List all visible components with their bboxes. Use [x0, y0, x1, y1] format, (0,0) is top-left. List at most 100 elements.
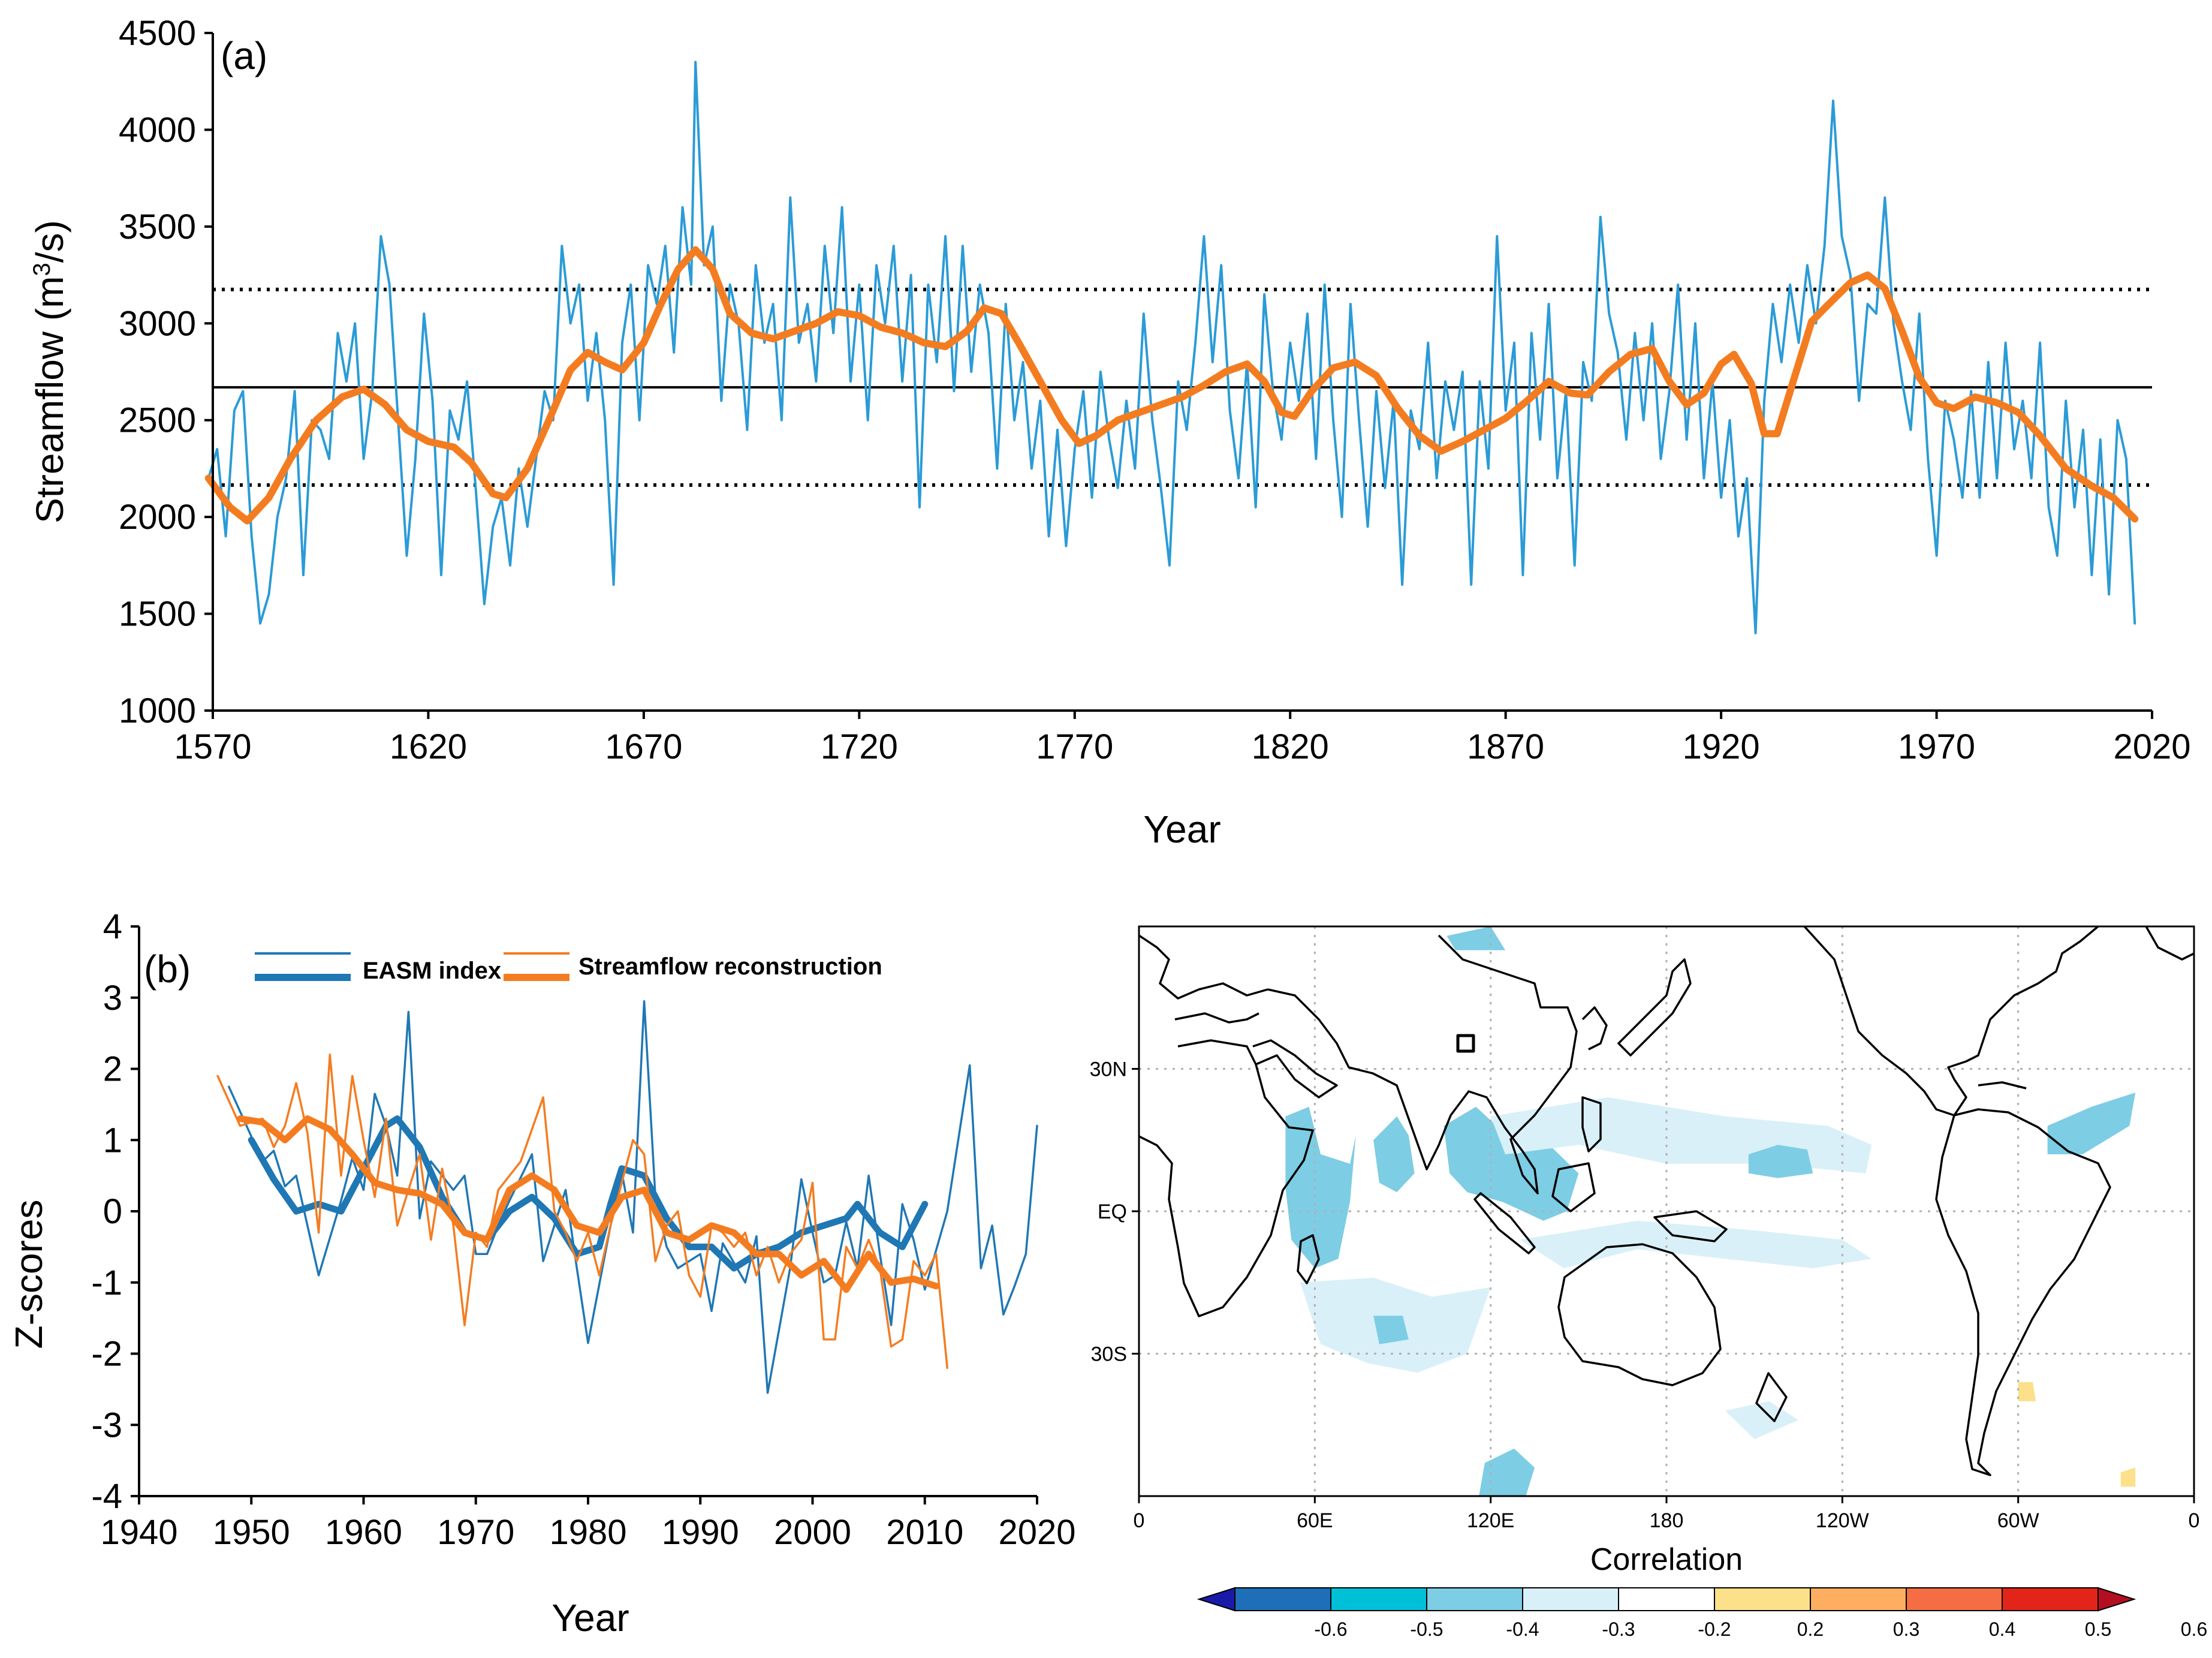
- y-tick-label: 2000: [119, 498, 196, 537]
- colorbar-label: 0.3: [1893, 1618, 1919, 1640]
- y-tick-label: 2500: [119, 401, 196, 440]
- colorbar-box: [1714, 1587, 1811, 1611]
- correlation-region: [1373, 1116, 1415, 1193]
- colorbar-box: [1426, 1587, 1523, 1611]
- colorbar-high-arrow: [2098, 1587, 2136, 1612]
- x-tick-label: 1870: [1467, 727, 1544, 766]
- europe-outline: [1139, 934, 1268, 1000]
- colorbar-box: [1906, 1587, 2003, 1611]
- correlation-region: [2047, 1093, 2136, 1154]
- y-tick-label: -2: [91, 1335, 122, 1374]
- y-tick-label: 3: [103, 979, 122, 1018]
- x-tick-label: 2020: [998, 1513, 1075, 1552]
- borneo-outline: [1551, 1162, 1596, 1212]
- y-tick-label: 4000: [119, 110, 196, 149]
- y-tick-label: -1: [91, 1263, 122, 1302]
- legend-easm-label: EASM index: [363, 958, 501, 984]
- x-tick-label: 1980: [549, 1513, 626, 1552]
- x-tick-label: 1920: [1683, 727, 1760, 766]
- colorbar: -0.6 -0.5 -0.4 -0.3 -0.2 0.2 0.3 0.4 0.5 0.6: [1197, 1587, 2207, 1640]
- asia-outline: [1267, 934, 1578, 1194]
- lat-tick-label: 30N: [1090, 1058, 1127, 1081]
- panel-a-label: (a): [221, 34, 267, 77]
- easm-smoothed-series: [248, 1115, 929, 1272]
- y-tick-label: 4500: [119, 14, 196, 53]
- x-tick-label: 2000: [774, 1513, 851, 1552]
- mediterranean-north: [1174, 1012, 1259, 1024]
- x-tick-label: 2010: [886, 1513, 963, 1552]
- lon-tick-label: 60W: [1997, 1509, 2039, 1532]
- colorbar-box: [1810, 1587, 1907, 1611]
- x-tick-label: 1720: [821, 727, 898, 766]
- colorbar-label: 0.2: [1797, 1618, 1824, 1640]
- colorbar-label: -0.6: [1314, 1618, 1347, 1640]
- lat-tick-label: 30S: [1091, 1343, 1128, 1366]
- colorbar-label: -0.2: [1698, 1618, 1731, 1640]
- lon-tick-label: 120E: [1467, 1509, 1514, 1532]
- lon-tick-label: 180: [1650, 1509, 1684, 1532]
- y-tick-label: 1: [103, 1121, 122, 1160]
- streamflow-smoothed-series: [204, 246, 2139, 525]
- correlation-region: [1748, 1145, 1813, 1178]
- lon-tick-label: 120W: [1816, 1509, 1869, 1532]
- correlation-region: [1443, 1106, 1579, 1221]
- x-tick-label: 1950: [213, 1513, 290, 1552]
- correlation-region: [1520, 1220, 1872, 1268]
- x-tick-label: 1970: [437, 1513, 514, 1552]
- x-tick-label: 1670: [605, 727, 682, 766]
- madagascar-outline: [1297, 1234, 1320, 1284]
- greenland-outline: [2145, 926, 2194, 961]
- x-tick-label: 1940: [100, 1513, 177, 1552]
- colorbar-label: 0.4: [1989, 1618, 2015, 1640]
- panel-b: 1940 1950 1960 1970 1980 1990 2000 2010 2020 -4 -3…: [7, 907, 1076, 1639]
- panel-a-y-axis-label: Streamflow (m3/s): [28, 220, 71, 523]
- correlation-region: [1373, 1316, 1409, 1344]
- x-tick-label: 1990: [662, 1513, 739, 1552]
- south-america-outline: [1935, 1108, 2111, 1476]
- y-tick-label: 2: [103, 1050, 122, 1089]
- new-zealand-outline: [1755, 1372, 1788, 1422]
- x-tick-label: 1820: [1252, 727, 1329, 766]
- x-tick-label: 1770: [1036, 727, 1113, 766]
- lon-tick-label: 60E: [1297, 1509, 1333, 1532]
- y-label-end: /s): [28, 220, 71, 263]
- new-guinea-outline: [1653, 1210, 1728, 1242]
- colorbar-label: -0.3: [1602, 1618, 1635, 1640]
- streamflow-annual-series: [207, 61, 2136, 634]
- easm-annual-series: [228, 1000, 1038, 1394]
- panel-b-y-axis-label: Z-scores: [7, 1200, 50, 1349]
- x-tick-label: 1620: [390, 727, 467, 766]
- panel-b-legend: EASM index Streamflow reconstruction: [255, 952, 882, 984]
- study-area-box: [1456, 1034, 1475, 1053]
- panel-b-label: (b): [144, 947, 191, 991]
- colorbar-box: [2002, 1587, 2099, 1611]
- y-tick-label: 3500: [119, 207, 196, 246]
- x-tick-label: 1570: [174, 727, 251, 766]
- colorbar-box: [1234, 1587, 1331, 1611]
- y-label-main: Streamflow (m: [28, 276, 71, 523]
- streamflow-recon-smoothed-series: [237, 1115, 939, 1293]
- arabia-outline: [1252, 1039, 1338, 1099]
- panel-b-x-axis-label: Year: [552, 1596, 629, 1639]
- panel-a-x-axis-label: Year: [1143, 808, 1220, 851]
- correlation-region: [1285, 1106, 1356, 1268]
- korea-outline: [1581, 1006, 1608, 1051]
- continent-outlines: [1139, 926, 2194, 1476]
- colorbar-box: [1618, 1587, 1715, 1611]
- colorbar-label: 0.5: [2085, 1618, 2111, 1640]
- y-tick-label: 4: [103, 907, 122, 946]
- lon-tick-label: 0: [2189, 1509, 2200, 1532]
- y-tick-label: -3: [91, 1406, 122, 1445]
- philippines-outline: [1581, 1096, 1602, 1153]
- colorbar-title: Correlation: [1590, 1542, 1743, 1577]
- colorbar-label: -0.5: [1410, 1618, 1443, 1640]
- correlation-region: [2120, 1467, 2136, 1487]
- caribbean-outline: [1978, 1081, 2027, 1090]
- colorbar-box: [1522, 1587, 1619, 1611]
- lon-tick-label: 0: [1134, 1509, 1145, 1532]
- y-tick-label: 0: [103, 1192, 122, 1231]
- japan-outline: [1617, 958, 1692, 1057]
- x-tick-label: 2020: [2113, 727, 2190, 766]
